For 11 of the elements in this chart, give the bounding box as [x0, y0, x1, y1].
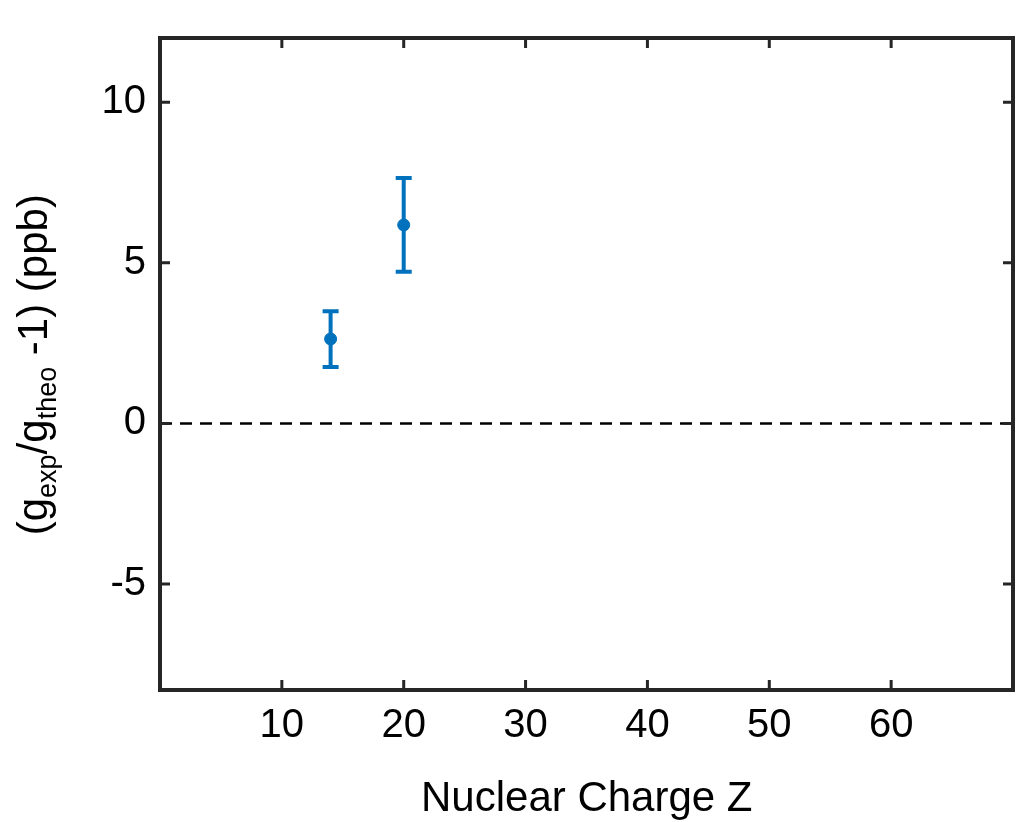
x-tick-label: 50 — [747, 701, 792, 746]
x-tick-label: 10 — [259, 701, 305, 746]
y-tick-label: 10 — [101, 77, 146, 122]
y-tick-label: -5 — [110, 559, 146, 604]
x-axis-title: Nuclear Charge Z — [421, 773, 753, 820]
x-tick-label: 60 — [868, 701, 914, 746]
x-tick-label: 40 — [625, 701, 670, 746]
x-tick-label: 20 — [381, 701, 426, 746]
y-tick-label: 0 — [123, 398, 146, 443]
y-tick-label: 5 — [123, 237, 146, 282]
x-tick-label: 30 — [503, 701, 548, 746]
